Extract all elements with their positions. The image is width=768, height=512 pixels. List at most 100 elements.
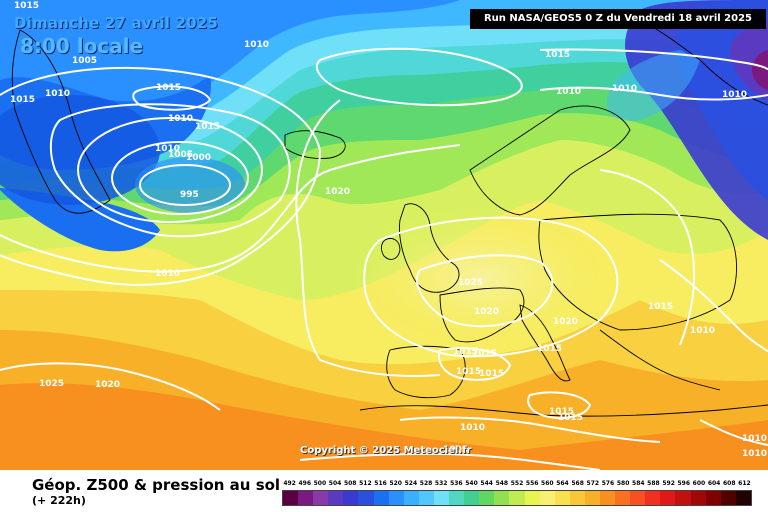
legend-value: 520 (389, 480, 402, 487)
legend-swatch (615, 491, 631, 505)
legend-labels: 492 496 500 504 508 512 516 520 524 528 532 536 540 5… (282, 480, 752, 490)
isobar-1010-africa (399, 416, 661, 443)
legend-value: 604 (707, 480, 721, 487)
legend-swatch (464, 491, 480, 505)
isobar-label-1025-azores: 1025 (39, 379, 64, 389)
iberia-coast (386, 345, 466, 399)
isobar-label-1020-azores-east: 1020 (95, 380, 120, 390)
legend-swatch (645, 491, 661, 505)
isobar-label-1020-atlantic: 1020 (325, 187, 350, 197)
coastlines (11, 19, 768, 417)
map-title: Géop. Z500 & pression au sol (32, 476, 281, 494)
isobar-1015-iceland (315, 47, 523, 107)
legend-swatch (554, 491, 570, 505)
isobar-label-1015-iceland: 1015 (195, 122, 220, 132)
legend-swatch (705, 491, 721, 505)
isobar-label-1025-channel: 1025 (458, 278, 483, 288)
legend-swatch (403, 491, 419, 505)
isobar-label-1010-scandinavia: 1010 (556, 87, 581, 97)
isobar-label-1015-poland: 1015 (648, 302, 673, 312)
legend-swatch (660, 491, 676, 505)
france-coast (439, 287, 525, 343)
weather-map: 1015 1005 1010 1010 1015 1015 1010 1015 … (0, 0, 768, 470)
isobar-label-1005-sahara: 1005 (443, 445, 468, 455)
legend-swatch (509, 491, 525, 505)
legend-value: 572 (586, 480, 600, 487)
isobar-1005 (77, 117, 263, 223)
legend-value: 492 (283, 480, 296, 487)
legend-value: 612 (738, 480, 751, 487)
legend-swatch (283, 491, 299, 505)
isobar-label-1015-west: 1015 (10, 95, 35, 105)
legend-value: 584 (632, 480, 645, 487)
model-run-info: Run NASA/GEOS5 0 Z du Vendredi 18 avril … (470, 9, 766, 29)
isobar-1005-africa (299, 452, 601, 470)
legend-swatch (690, 491, 706, 505)
legend-swatch (569, 491, 585, 505)
legend-swatch (524, 491, 540, 505)
legend-value: 608 (722, 480, 736, 487)
central-europe-coast (538, 213, 738, 331)
forecast-date: Dimanche 27 avril 2025 (14, 14, 219, 32)
legend-value: 596 (677, 480, 691, 487)
isobar-1025 (415, 254, 554, 328)
legend-swatch (449, 491, 465, 505)
isobar-1020-azores (0, 362, 221, 411)
isobar-label-1015-norwegian-sea: 1015 (545, 50, 570, 60)
isobar-label-1015-spain-north: 1015 (453, 347, 478, 357)
greenland-coast (11, 29, 111, 214)
isobar-1000 (111, 141, 249, 215)
legend-value: 544 (480, 480, 493, 487)
scandinavia-coast (469, 105, 631, 216)
isobar-label-1010-balkans: 1010 (690, 326, 715, 336)
legend-value: 496 (298, 480, 311, 487)
isobar-label-1005-greenland: 1005 (72, 56, 97, 66)
copyright-notice: Copyright © 2025 Meteociel.fr (300, 445, 472, 456)
isobar-label-1010-greenland-west: 1010 (45, 89, 70, 99)
legend-swatch (388, 491, 404, 505)
legend-value: 504 (328, 480, 342, 487)
isobar-label-1020-alps: 1020 (553, 317, 578, 327)
legend-value: 556 (525, 480, 539, 487)
band-528-low-south (0, 188, 160, 252)
legend-swatch (479, 491, 495, 505)
legend-swatch (720, 491, 736, 505)
legend-swatch (358, 491, 374, 505)
isobar-1010-north (539, 86, 768, 101)
isobar-label-1015-mediterranean-b: 1015 (558, 413, 583, 423)
isobar-label-1010-finland: 1010 (612, 84, 637, 94)
legend-value: 600 (692, 480, 706, 487)
legend-value: 508 (343, 480, 357, 487)
isobar-label-1010-north-africa: 1010 (460, 423, 485, 433)
legend-value: 592 (662, 480, 675, 487)
isobar-label-1010-atlantic: 1010 (155, 269, 180, 279)
isobar-1015-small (132, 85, 212, 111)
isobar-1015-iberia (438, 347, 512, 381)
isobar-1020-atlantic (295, 99, 441, 378)
isobar-1020-europe (363, 216, 619, 358)
legend-value: 564 (556, 480, 569, 487)
legend-value: 516 (374, 480, 387, 487)
legend-swatch (539, 491, 555, 505)
isobar-label-1000-low: 1000 (186, 153, 211, 163)
legend-swatch (298, 491, 314, 505)
legend-swatch (433, 491, 450, 505)
legend-swatch (630, 491, 646, 505)
legend-value: 500 (313, 480, 327, 487)
isobar-label-1010-russia: 1010 (722, 90, 747, 100)
legend-swatch (494, 491, 510, 505)
isobar-label-1010-north: 1010 (244, 40, 269, 50)
isobar-label-995-low-center: 995 (180, 190, 199, 200)
isobar-label-1015-spain: 1015 (472, 349, 497, 359)
isobar-label-1015-mediterranean-a: 1015 (549, 407, 574, 417)
band-baltic (606, 50, 700, 121)
isobar-label-1015-nw-corner: 1015 (14, 1, 39, 11)
legend-value: 532 (434, 480, 448, 487)
legend-value: 576 (601, 480, 615, 487)
legend-swatch (343, 491, 359, 505)
isobar-1010-outer (0, 144, 461, 273)
legend-value: 512 (359, 480, 372, 487)
isobar-label-1015-iceland-north: 1015 (156, 83, 181, 93)
isobar-1015-low (0, 66, 322, 286)
legend-swatch (735, 491, 751, 505)
